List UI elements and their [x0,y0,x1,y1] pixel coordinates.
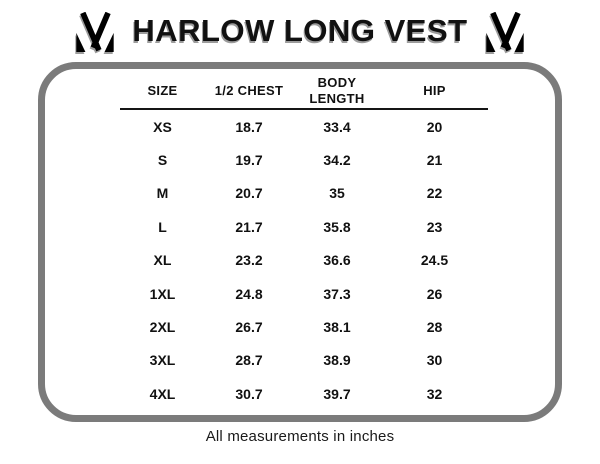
size-cell: S [157,152,168,169]
body-length-cell: 38.9 [323,352,351,369]
size-cell: 3XL [149,352,176,369]
size-cell: M [156,185,169,202]
size-cell: 1XL [149,285,176,302]
size-cell: 2XL [149,319,176,336]
col-header-hip: HIP [381,73,488,110]
hip-cell: 30 [426,352,443,369]
hip-cell: 22 [426,185,443,202]
footer-note: All measurements in inches [205,428,395,445]
chest-cell: 24.8 [235,285,263,302]
hip-cell: 32 [426,385,443,402]
size-cell: XS [153,118,172,135]
size-cell: 4XL [149,385,176,402]
chest-cell: 20.7 [235,185,263,202]
body-length-cell: 37.3 [323,285,351,302]
body-length-cell: 35.8 [323,218,351,235]
hip-cell: 24.5 [420,252,449,269]
body-length-cell: 33.4 [323,118,351,135]
body-length-cell: 35 [329,185,345,202]
hip-cell: 23 [426,218,443,235]
body-length-cell: 36.6 [323,252,351,269]
body-length-cell: 34.2 [323,152,351,169]
brand-m-logo-icon [482,12,528,52]
chest-cell: 28.7 [235,352,263,369]
hip-cell: 26 [426,285,443,302]
chest-cell: 23.2 [235,252,263,269]
chest-cell: 21.7 [235,218,263,235]
page-title: HARLOW LONG VEST [132,13,468,48]
chest-cell: 19.7 [235,152,263,169]
body-length-cell: 38.1 [323,319,351,336]
chest-cell: 30.7 [235,385,263,402]
hip-cell: 21 [426,152,443,169]
chest-cell: 18.7 [235,118,263,135]
chest-cell: 26.7 [235,319,263,336]
col-header-size: SIZE [120,73,205,110]
size-chart-panel: SIZE 1/2 CHEST BODY LENGTH HIP XS 18.7 3… [38,62,562,422]
col-header-body-length: BODY LENGTH [293,73,381,110]
size-table: SIZE 1/2 CHEST BODY LENGTH HIP XS 18.7 3… [120,73,488,411]
brand-m-logo-icon [72,12,118,52]
size-cell: XL [153,252,172,269]
size-cell: L [158,218,167,235]
hip-cell: 28 [426,319,443,336]
hip-cell: 20 [426,118,443,135]
body-length-cell: 39.7 [323,385,351,402]
header: HARLOW LONG VEST [0,0,600,62]
col-header-half-chest: 1/2 CHEST [205,73,293,110]
